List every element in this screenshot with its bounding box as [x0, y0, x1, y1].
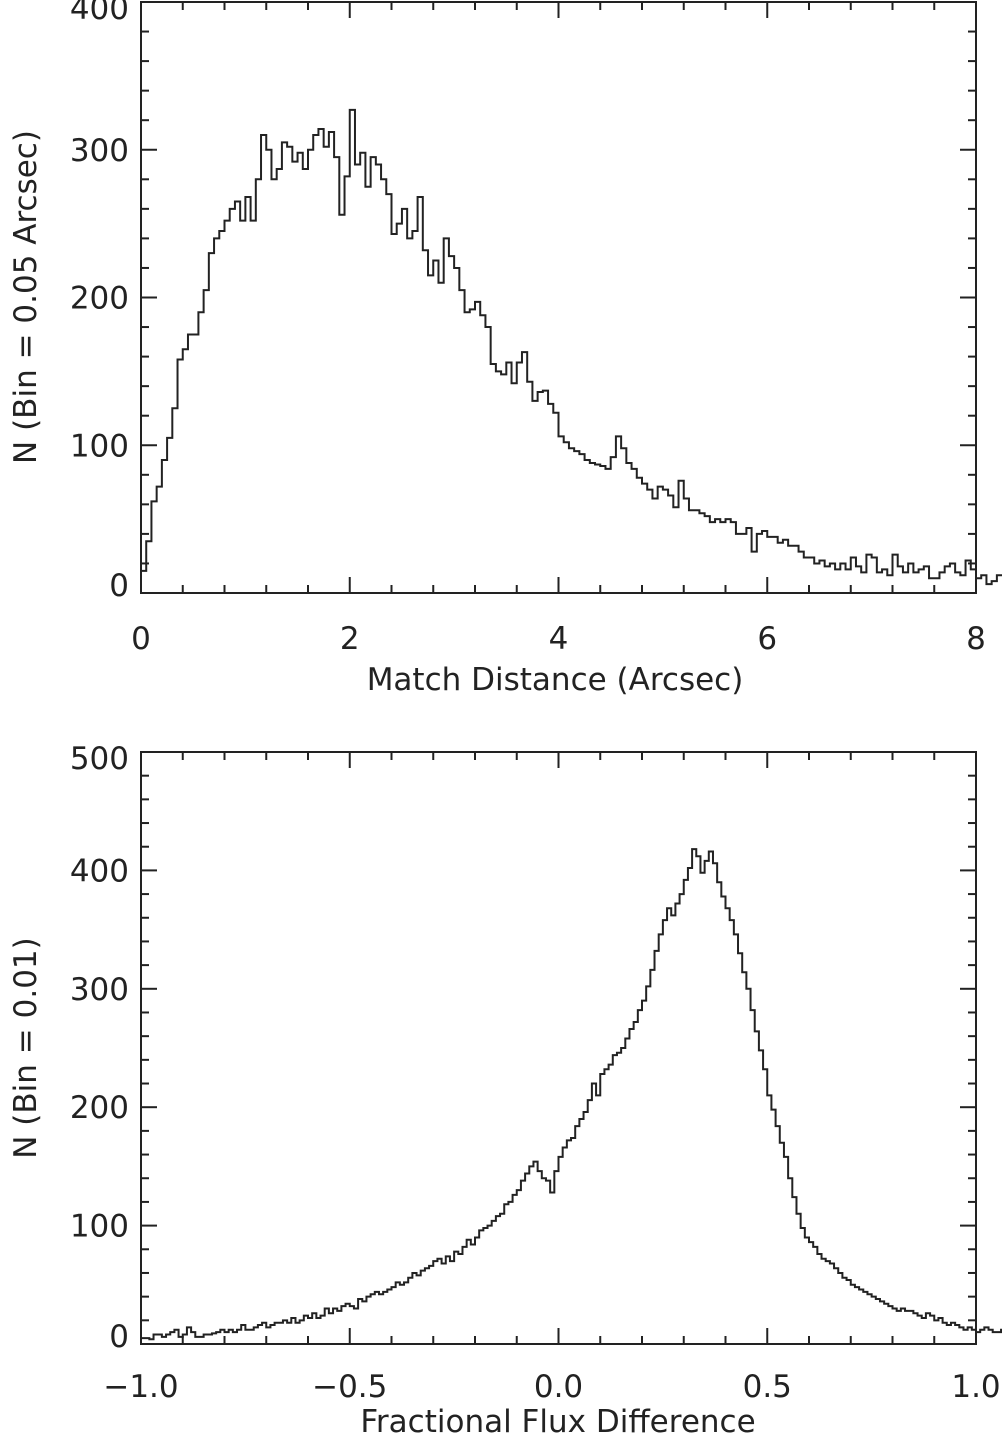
y-axis-label: N (Bin = 0.01)	[8, 937, 44, 1158]
x-tick-label: 8	[966, 621, 986, 657]
y-tick-label: 0	[109, 1319, 129, 1355]
y-tick-label: 0	[109, 568, 129, 604]
y-tick-label: 100	[70, 428, 129, 464]
flux-difference-histogram	[141, 848, 1002, 1341]
y-tick-label: 200	[70, 1090, 129, 1126]
y-tick-label: 500	[70, 741, 129, 777]
histogram-step-line	[141, 848, 1002, 1341]
x-tick-label: 0.0	[534, 1369, 583, 1405]
y-tick-label: 200	[70, 281, 129, 317]
x-tick-label: 6	[757, 621, 777, 657]
match-distance-panel: 0 2 4 6 8 0 100 200 300 400 Match Distance (Arcse…	[8, 0, 1002, 698]
plot-frame	[140, 1, 977, 594]
x-axis-label: Fractional Flux Difference	[360, 1404, 755, 1437]
y-tick-label: 300	[70, 972, 129, 1008]
axis-ticks: −1.0 −0.5 0.0 0.5 1.0 0 100 200 300 400 500	[70, 741, 1001, 1405]
x-tick-label: 1.0	[951, 1369, 1000, 1405]
histogram-step-line	[141, 108, 1002, 586]
y-tick-label: 400	[70, 0, 129, 27]
x-tick-label: −1.0	[103, 1369, 178, 1405]
y-tick-label: 300	[70, 133, 129, 169]
x-tick-label: 4	[549, 621, 569, 657]
x-tick-label: 0	[131, 621, 151, 657]
plot-frame	[140, 751, 977, 1345]
x-tick-label: −0.5	[312, 1369, 387, 1405]
y-axis-label: N (Bin = 0.05 Arcsec)	[8, 130, 44, 464]
flux-difference-panel: −1.0 −0.5 0.0 0.5 1.0 0 100 200 300 400 500 Fracti…	[8, 741, 1002, 1437]
x-axis-label: Match Distance (Arcsec)	[367, 662, 744, 698]
x-tick-label: 2	[340, 621, 360, 657]
axis-ticks: 0 2 4 6 8 0 100 200 300 400	[70, 0, 986, 657]
match-distance-histogram	[141, 108, 1002, 586]
y-tick-label: 400	[70, 853, 129, 889]
x-tick-label: 0.5	[743, 1369, 792, 1405]
y-tick-label: 100	[70, 1209, 129, 1245]
